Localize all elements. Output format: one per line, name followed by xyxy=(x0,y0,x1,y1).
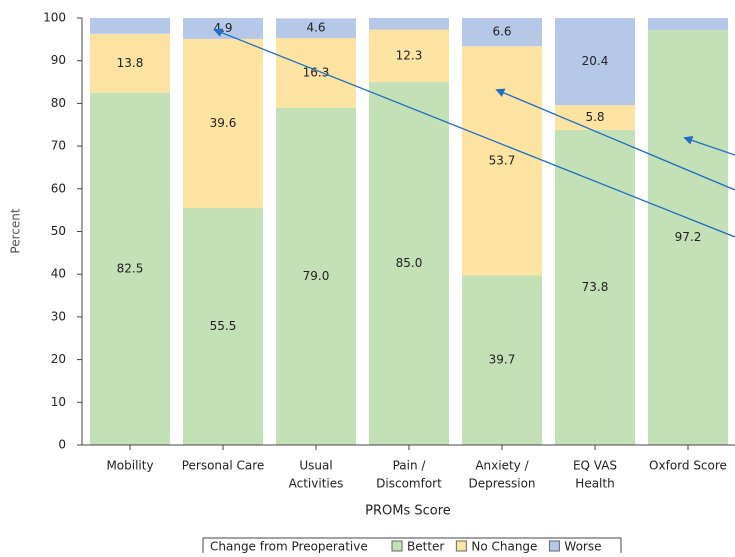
x-tick-label: Oxford Score xyxy=(649,459,727,473)
bar-segment xyxy=(369,29,449,83)
x-tick-label: Usual xyxy=(299,459,332,473)
y-tick-label: 100 xyxy=(43,11,66,25)
y-tick-label: 60 xyxy=(51,181,66,195)
x-tick-label: Mobility xyxy=(106,459,153,473)
data-label: 39.7 xyxy=(489,353,516,367)
bar-segment xyxy=(462,18,542,47)
y-tick-label: 50 xyxy=(51,224,66,238)
x-tick-label: Anxiety / xyxy=(475,459,529,473)
y-tick-label: 90 xyxy=(51,53,66,67)
data-label: 82.5 xyxy=(117,261,144,275)
y-tick-label: 0 xyxy=(58,438,66,452)
data-label: 6.6 xyxy=(492,25,511,39)
data-label: 79.0 xyxy=(303,269,330,283)
x-tick-label: Depression xyxy=(468,477,535,491)
data-label: 20.4 xyxy=(582,54,609,68)
plot-area: 0 10 20 30 40 50 60 70 80 90 100 82.5 13.8 Mobility 55… xyxy=(43,11,735,491)
legend-swatch xyxy=(391,540,403,552)
x-tick-label: Pain / xyxy=(393,459,427,473)
y-tick-label: 40 xyxy=(51,267,66,281)
data-label: 73.8 xyxy=(582,280,609,294)
bar-segment xyxy=(183,18,263,39)
data-label: 85.0 xyxy=(396,256,423,270)
x-tick-label: Personal Care xyxy=(182,459,265,473)
y-tick-label: 80 xyxy=(51,96,66,110)
bar-segment xyxy=(648,29,728,446)
bar-segment xyxy=(90,18,170,34)
bar-segment xyxy=(369,82,449,446)
arrow xyxy=(495,88,735,191)
bar-segment xyxy=(462,275,542,445)
data-label: 5.8 xyxy=(585,110,604,124)
legend-swatch xyxy=(548,540,560,552)
bar-segment xyxy=(555,129,635,445)
legend: Change from Preoperative Better No Change W… xyxy=(202,537,622,557)
data-label: 39.6 xyxy=(210,116,237,130)
x-tick-label: Health xyxy=(575,477,614,491)
x-axis-title: PROMs Score xyxy=(365,504,451,519)
annotation-arrows xyxy=(213,28,735,238)
x-tick-label: Activities xyxy=(289,477,344,491)
legend-title: Change from Preoperative xyxy=(210,540,368,554)
bar-segment xyxy=(183,38,263,209)
data-label: 13.8 xyxy=(117,56,144,70)
data-label: 55.5 xyxy=(210,319,237,333)
bar-segment xyxy=(462,46,542,276)
data-label: 4.6 xyxy=(306,21,325,35)
bar-segment xyxy=(555,105,635,130)
bar-segment xyxy=(276,18,356,39)
legend-swatch xyxy=(455,540,467,552)
y-tick-label: 10 xyxy=(51,395,66,409)
bar-segment xyxy=(276,107,356,446)
bar-segment xyxy=(276,38,356,108)
data-label: 12.3 xyxy=(396,48,423,62)
y-tick-label: 30 xyxy=(51,309,66,323)
y-tick-label: 70 xyxy=(51,139,66,153)
bar-segment xyxy=(648,18,728,30)
bar-segment xyxy=(369,18,449,30)
data-label: 97.2 xyxy=(675,230,702,244)
arrow xyxy=(213,28,735,238)
bar-segment xyxy=(555,18,635,106)
bar-segment xyxy=(90,92,170,445)
y-axis-title: Percent xyxy=(9,208,23,253)
x-tick-label: EQ VAS xyxy=(573,459,617,473)
x-tick-label: Discomfort xyxy=(376,477,442,491)
arrow xyxy=(683,136,735,156)
legend-label: Worse xyxy=(564,540,601,554)
y-tick-label: 20 xyxy=(51,352,66,366)
bar-segment xyxy=(183,208,263,445)
legend-label: No Change xyxy=(471,540,537,554)
bar-segment xyxy=(90,33,170,93)
legend-label: Better xyxy=(407,540,444,554)
data-label: 16.3 xyxy=(303,65,330,79)
data-label: 53.7 xyxy=(489,153,516,167)
